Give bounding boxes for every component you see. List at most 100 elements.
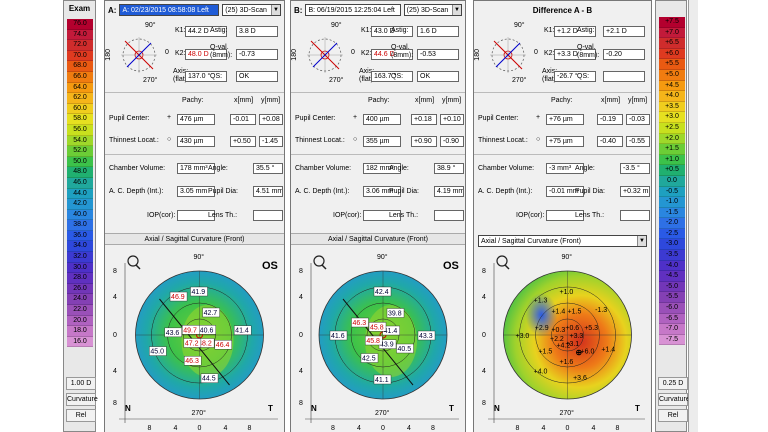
qval-sub-label: (8mm):	[577, 52, 600, 59]
lens-value[interactable]	[620, 210, 650, 221]
scale-cell: 72.0	[67, 40, 93, 51]
scale-cell: -0.5	[659, 186, 685, 198]
angle-value[interactable]: 38.9 °	[434, 163, 464, 174]
map-value-label: +3.1	[565, 341, 579, 348]
pachy-header: Pachy:	[551, 97, 573, 104]
scale-title: Exam	[68, 4, 91, 13]
thin-x-value[interactable]: +0.50	[230, 136, 256, 147]
scale-cell: 16.0	[67, 336, 93, 348]
scale-mode-button[interactable]: Curvature	[658, 393, 690, 406]
scale-step-button[interactable]: 1.00 D	[66, 377, 96, 390]
scale-ref-button[interactable]: Rel	[66, 409, 96, 422]
astig-value[interactable]: 1.6 D	[417, 26, 459, 37]
k1-value[interactable]: 43.0 D	[371, 26, 413, 37]
thin-y-value[interactable]: -1.45	[259, 136, 283, 147]
map-type-select[interactable]: Axial / Sagittal Curvature (Front) ▼	[478, 235, 647, 247]
temporal-label: T	[449, 404, 454, 413]
scale-cell: 56.0	[67, 124, 93, 136]
pupil-pachy-value[interactable]: 476 µm	[177, 114, 215, 125]
qs-value[interactable]	[603, 71, 645, 82]
y-header: y[mm]	[442, 97, 462, 104]
thin-y-value[interactable]: -0.90	[440, 136, 464, 147]
zoom-icon[interactable]	[127, 255, 141, 270]
qs-value[interactable]: OK	[236, 71, 278, 82]
scale-ref-button[interactable]: Rel	[658, 409, 688, 422]
chamber-label: Chamber Volume:	[295, 165, 352, 172]
y-tick-label: 8	[299, 268, 303, 275]
acd-value[interactable]: 3.05 mm	[177, 186, 215, 197]
qval-value[interactable]: -0.73	[236, 49, 278, 60]
scan-b-select[interactable]: (25) 3D-Scan ▼	[403, 4, 462, 16]
thin-pachy-value[interactable]: 355 µm	[363, 136, 401, 147]
acd-value[interactable]: 3.06 mm	[363, 186, 401, 197]
pupil-x-value[interactable]: -0.19	[597, 114, 623, 125]
thin-pachy-value[interactable]: +75 µm	[546, 136, 584, 147]
qval-value[interactable]: -0.53	[417, 49, 459, 60]
pupil-x-value[interactable]: -0.01	[230, 114, 256, 125]
zoom-icon[interactable]	[313, 255, 327, 270]
qval-value[interactable]: -0.20	[603, 49, 645, 60]
axis-value[interactable]: 137.0 °	[185, 71, 227, 82]
zoom-icon[interactable]	[496, 255, 510, 270]
k1-value[interactable]: 44.2 D	[185, 26, 227, 37]
chamber-value[interactable]: -3 mm³	[546, 163, 584, 174]
exam-a-select[interactable]: A: 02/23/2015 08:58:08 Left	[119, 4, 220, 16]
k2-value[interactable]: 44.6 D	[371, 49, 413, 60]
pupil-dia-value[interactable]: 4.19 mm	[434, 186, 464, 197]
scale-step-button[interactable]: 0.25 D	[658, 377, 688, 390]
svg-text:⊕: ⊕	[576, 348, 583, 357]
scan-a-select[interactable]: (25) 3D-Scan ▼	[222, 4, 281, 16]
curvature-map[interactable]: 90° 270° OS N T 8 4 0 4 8 8 4 0 4 8 41.9 42.7 40.6 41.4 46.…	[105, 247, 284, 432]
acd-value[interactable]: -0.01 mm	[546, 186, 584, 197]
map-value-label: 45.8	[370, 324, 384, 331]
scale-mode-button[interactable]: Curvature	[66, 393, 98, 406]
k2-value[interactable]: 48.0 D	[185, 49, 227, 60]
map-value-box	[360, 353, 379, 363]
axis-value[interactable]: -26.7 °	[554, 71, 596, 82]
plus-icon: +	[353, 114, 358, 121]
pupil-y-value[interactable]: +0.10	[440, 114, 464, 125]
iop-value[interactable]	[177, 210, 215, 221]
pupil-y-value[interactable]: +0.08	[259, 114, 283, 125]
thin-pachy-value[interactable]: 430 µm	[177, 136, 215, 147]
pupil-x-value[interactable]: +0.18	[411, 114, 437, 125]
right-color-scale: +7.5 +7.0 +6.5 +6.0 +5.5 +5.0 +4.5 +4.0 +3.5 +3.0…	[655, 0, 690, 432]
scale-cell: 74.0	[67, 29, 93, 41]
axis-label: Axis:	[542, 68, 558, 75]
qs-value[interactable]: OK	[417, 71, 459, 82]
chevron-down-icon: ▼	[452, 5, 461, 15]
scrollbar[interactable]	[688, 0, 698, 432]
dial-270-label: 270°	[512, 77, 527, 84]
pupil-pachy-value[interactable]: +76 µm	[546, 114, 584, 125]
astig-value[interactable]: 3.8 D	[236, 26, 278, 37]
scale-cell: 62.0	[67, 93, 93, 104]
pupil-y-value[interactable]: -0.03	[626, 114, 650, 125]
axis-value[interactable]: 163.7 °	[371, 71, 413, 82]
astig-value[interactable]: +2.1 D	[603, 26, 645, 37]
pupil-pachy-value[interactable]: 400 µm	[363, 114, 401, 125]
thin-x-value[interactable]: +0.90	[411, 136, 437, 147]
lens-value[interactable]	[253, 210, 283, 221]
k2-value[interactable]: +3.3 D	[554, 49, 596, 60]
scale-cell: +7.0	[659, 27, 685, 39]
acd-label: A. C. Depth (Int.):	[295, 188, 350, 195]
pupil-dia-value[interactable]: 4.51 mm	[253, 186, 283, 197]
pupil-dia-value[interactable]: +0.32 mm	[620, 186, 650, 197]
curvature-map[interactable]: ⊕ 90° 270° N T 8 4 0 4 8 8 4 0 4 8 +1.0 +1.5 +0.6 -1.3 +5.3…	[474, 247, 651, 432]
lens-value[interactable]	[434, 210, 464, 221]
k1-value[interactable]: +1.2 D	[554, 26, 596, 37]
iop-value[interactable]	[546, 210, 584, 221]
map-type-bar: Axial / Sagittal Curvature (Front)	[105, 233, 284, 245]
map-value-label: +1.0	[560, 289, 574, 296]
thin-y-value[interactable]: -0.55	[626, 136, 650, 147]
iop-value[interactable]	[363, 210, 401, 221]
chamber-value[interactable]: 182 mm³	[363, 163, 401, 174]
chamber-value[interactable]: 178 mm³	[177, 163, 215, 174]
thin-x-value[interactable]: -0.40	[597, 136, 623, 147]
dial-180-label: 180	[105, 49, 112, 61]
exam-b-select[interactable]: B: 06/19/2015 12:25:04 Left	[305, 4, 401, 16]
angle-value[interactable]: 35.5 °	[253, 163, 283, 174]
scale-cell: 60.0	[67, 103, 93, 115]
curvature-map[interactable]: 90° 270° OS N T 8 4 0 4 8 8 4 0 4 8 42.4 39.8 41.4 43.3 40.…	[291, 247, 465, 432]
angle-value[interactable]: -3.5 °	[620, 163, 650, 174]
